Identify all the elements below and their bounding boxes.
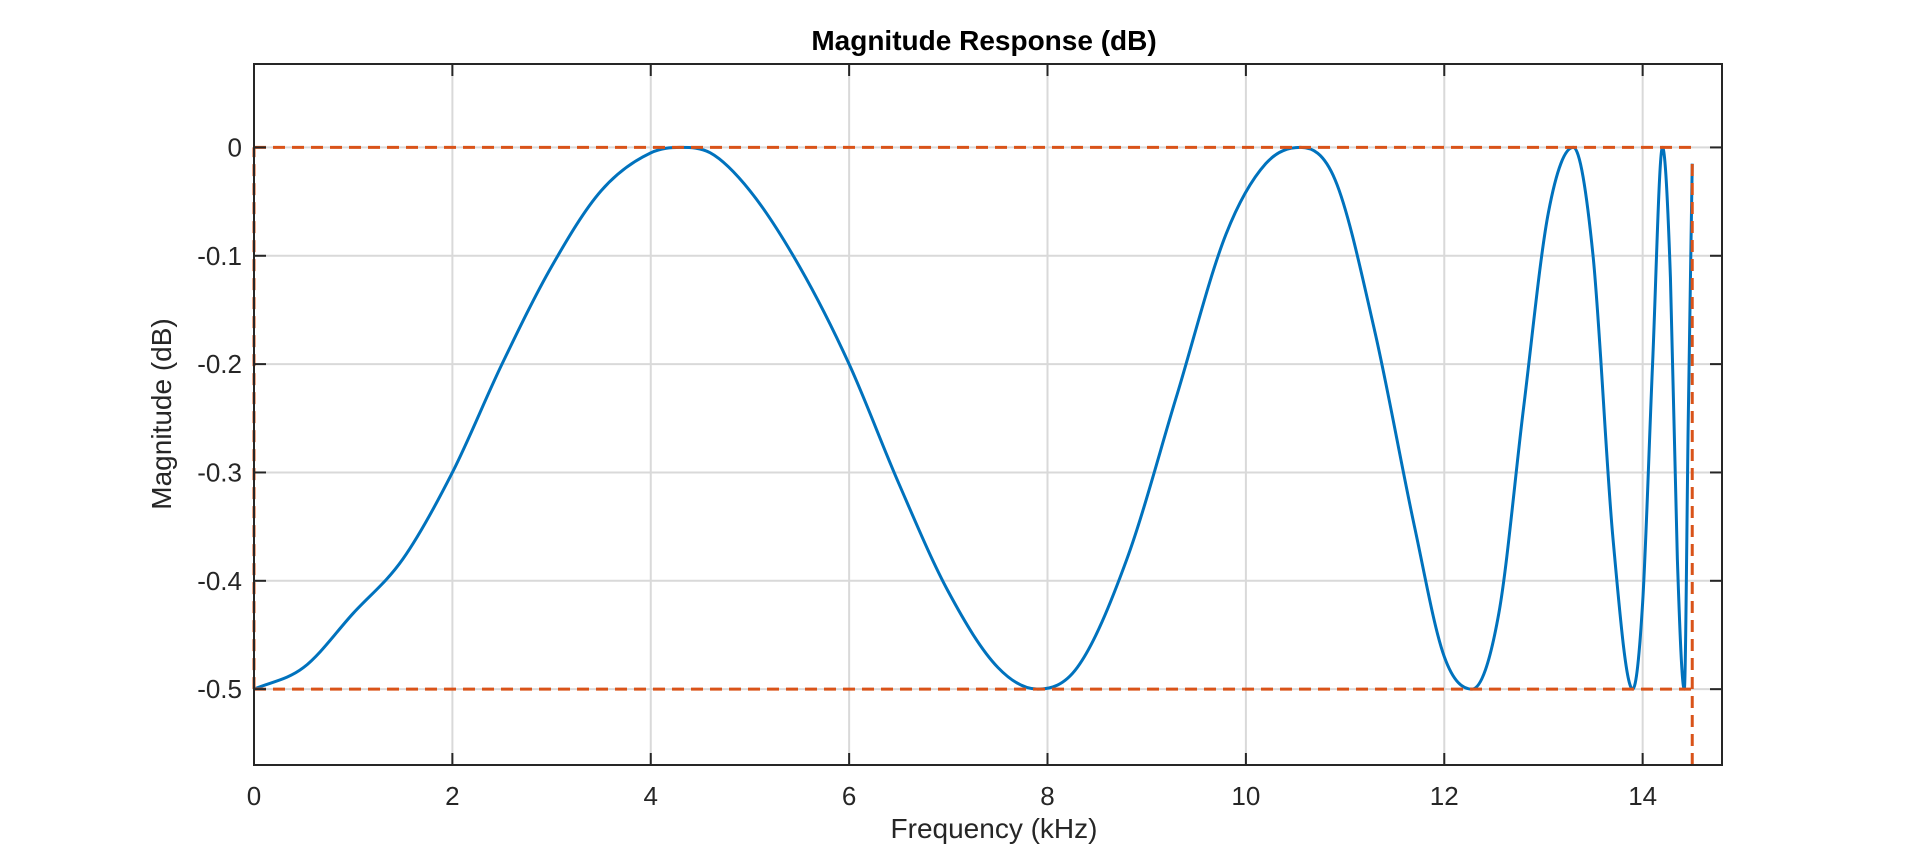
x-tick-label: 10 (1231, 781, 1260, 811)
y-tick-label: -0.5 (197, 674, 242, 704)
x-tick-label: 8 (1040, 781, 1054, 811)
y-tick-label: 0 (228, 132, 242, 162)
y-tick-label: -0.4 (197, 566, 242, 596)
y-tick-label: -0.1 (197, 241, 242, 271)
x-tick-label: 14 (1628, 781, 1657, 811)
axes-box (253, 63, 1723, 766)
x-tick-label: 6 (842, 781, 856, 811)
grid-lines (253, 64, 1722, 765)
x-tick-label: 4 (644, 781, 658, 811)
x-tick-label: 12 (1430, 781, 1459, 811)
magnitude-response-line (253, 145, 1694, 691)
y-tick-label: -0.2 (197, 349, 242, 379)
x-axis-label: Frequency (kHz) (891, 813, 1098, 844)
y-tick-label: -0.3 (197, 457, 242, 487)
chart-title: Magnitude Response (dB) (811, 25, 1156, 56)
y-axis-label: Magnitude (dB) (146, 318, 177, 509)
plot-series (252, 145, 1694, 765)
x-tick-label: 0 (247, 781, 261, 811)
axis-ticks: 0 2 4 6 8 10 12 14 0 -0.1 -0.2 -0.3 -0.4 -0.5 (197, 64, 1722, 811)
x-tick-label: 2 (445, 781, 459, 811)
